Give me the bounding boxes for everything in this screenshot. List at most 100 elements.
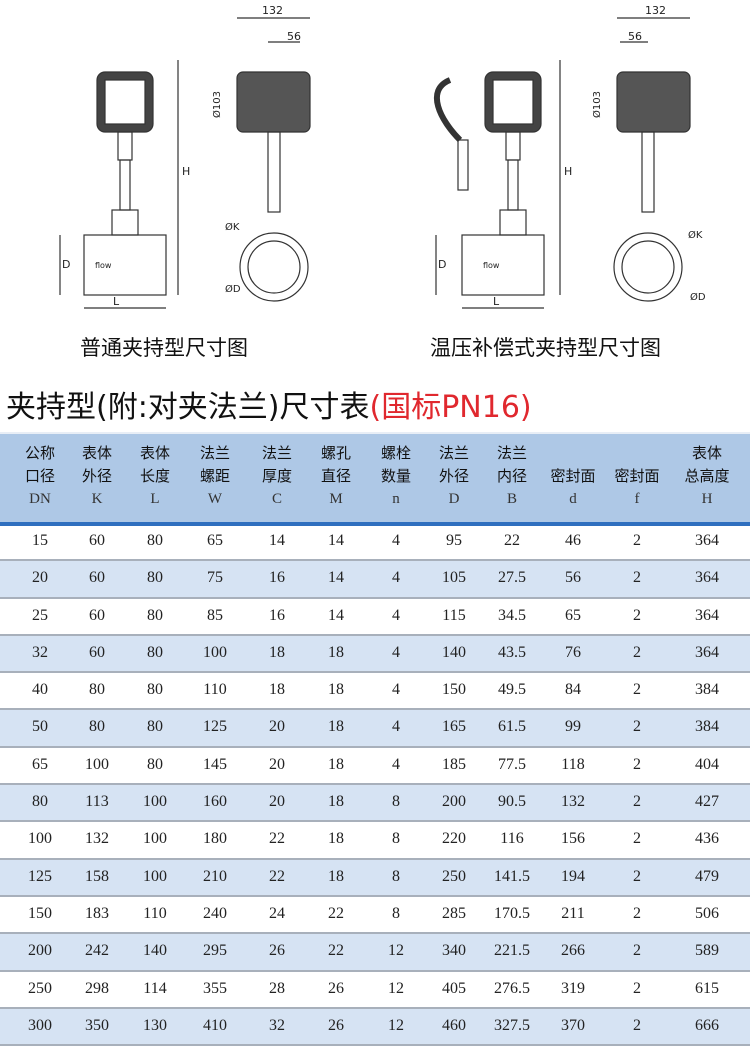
column-header: 表体 长度 L xyxy=(125,442,185,511)
table-cell: 77.5 xyxy=(498,755,526,773)
table-cell: 2 xyxy=(633,755,641,773)
table-cell: 240 xyxy=(203,904,227,922)
flow-label: flow xyxy=(95,261,112,270)
table-cell: 22 xyxy=(504,532,520,549)
table-cell: 364 xyxy=(695,643,719,661)
table-cell: 100 xyxy=(85,755,109,773)
header-code: f xyxy=(634,491,640,507)
column-header: 表体 外径 K xyxy=(67,442,127,511)
table-cell: 22 xyxy=(269,867,285,885)
table-row: 20 60 80 75 16 14 4 105 27.5 56 2 364 xyxy=(0,561,750,599)
table-cell: 60 xyxy=(89,606,105,624)
table-cell: 28 xyxy=(269,979,285,997)
table-cell: 60 xyxy=(89,532,105,549)
table-cell: 43.5 xyxy=(498,643,526,661)
table-cell: 16 xyxy=(269,606,285,624)
header-l1: 公称 xyxy=(24,444,55,462)
column-header: 密封面 f xyxy=(607,442,667,511)
table-cell: 276.5 xyxy=(494,979,530,997)
table-cell: 2 xyxy=(633,681,641,699)
table-cell: 160 xyxy=(203,793,227,811)
table-cell: 319 xyxy=(561,979,585,997)
table-cell: 113 xyxy=(85,793,109,811)
column-header: 螺孔 直径 M xyxy=(306,442,366,511)
table-cell: 210 xyxy=(203,867,227,885)
table-cell: 75 xyxy=(207,569,223,587)
dim-l: L xyxy=(113,295,120,308)
table-cell: 384 xyxy=(695,718,719,736)
table-cell: 200 xyxy=(442,793,466,811)
table-cell: 370 xyxy=(561,1016,585,1034)
table-cell: 22 xyxy=(328,904,344,922)
dim-56: 56 xyxy=(287,30,301,43)
table-cell: 32 xyxy=(269,1016,285,1034)
table-cell: 16 xyxy=(269,569,285,587)
header-code: W xyxy=(207,491,223,507)
table-cell: 95 xyxy=(446,532,462,549)
table-row: 25 60 80 85 16 14 4 115 34.5 65 2 364 xyxy=(0,599,750,636)
header-l1: 螺孔 xyxy=(320,444,351,462)
table-cell: 194 xyxy=(561,867,585,885)
table-row: 150 183 110 240 24 22 8 285 170.5 211 2 506 xyxy=(0,897,750,935)
table-cell: 80 xyxy=(147,606,163,624)
table-cell: 14 xyxy=(328,606,344,624)
header-l1: 法兰 xyxy=(261,444,292,462)
dim-h-2: H xyxy=(564,165,572,178)
header-code: d xyxy=(569,491,577,507)
table-row: 40 80 80 110 18 18 4 150 49.5 84 2 384 xyxy=(0,673,750,711)
table-cell: 80 xyxy=(89,718,105,736)
left-caption: 普通夹持型尺寸图 xyxy=(80,336,248,360)
table-cell: 266 xyxy=(561,942,585,960)
table-cell: 80 xyxy=(32,793,48,811)
table-cell: 115 xyxy=(442,606,466,624)
table-cell: 26 xyxy=(269,942,285,960)
table-cell: 80 xyxy=(147,569,163,587)
header-l1: 法兰 xyxy=(438,444,469,462)
table-cell: 110 xyxy=(143,904,167,922)
table-cell: 60 xyxy=(89,569,105,587)
table-cell: 18 xyxy=(328,681,344,699)
table-cell: 384 xyxy=(695,681,719,699)
table-cell: 185 xyxy=(442,755,466,773)
table-row: 300 350 130 410 32 26 12 460 327.5 370 2 666 xyxy=(0,1008,750,1046)
table-cell: 14 xyxy=(328,532,344,549)
table-row: 65 100 80 145 20 18 4 185 77.5 118 2 404 xyxy=(0,748,750,786)
standard-front-view: D flow L H xyxy=(59,60,190,309)
table-cell: 100 xyxy=(143,867,167,885)
table-cell: 100 xyxy=(203,643,227,661)
table-cell: 14 xyxy=(328,569,344,587)
header-code: D xyxy=(448,491,460,507)
compensated-front-view: D flow L H xyxy=(433,60,572,309)
column-header: 公称 口径 DN xyxy=(10,442,70,511)
table-cell: 2 xyxy=(633,830,641,848)
column-header: 密封面 d xyxy=(543,442,603,511)
table-cell: 80 xyxy=(147,643,163,661)
table-cell: 132 xyxy=(561,793,585,811)
table-cell: 85 xyxy=(207,606,223,624)
table-body: 15 60 80 65 14 14 4 95 22 46 2 364 20 60 80 75 16 14 4 105 2… xyxy=(0,524,750,1046)
table-cell: 200 xyxy=(28,942,52,960)
header-l2: 直径 xyxy=(320,467,351,485)
table-cell: 298 xyxy=(85,979,109,997)
table-cell: 60 xyxy=(89,643,105,661)
dimension-drawings: D flow L H 132 56 Ø103 ØK ØD xyxy=(59,4,706,309)
header-l2: 外径 xyxy=(438,467,469,485)
table-cell: 40 xyxy=(32,681,48,699)
column-header: 法兰 内径 B xyxy=(482,442,542,511)
table-cell: 18 xyxy=(328,793,344,811)
table-cell: 20 xyxy=(32,569,48,587)
table-cell: 2 xyxy=(633,606,641,624)
table-cell: 27.5 xyxy=(498,569,526,587)
dim-132-2: 132 xyxy=(645,4,666,17)
table-cell: 4 xyxy=(392,718,400,736)
table-cell: 125 xyxy=(203,718,227,736)
table-cell: 355 xyxy=(203,979,227,997)
table-cell: 56 xyxy=(565,569,581,587)
dim-dd: ØD xyxy=(225,283,241,295)
table-cell: 615 xyxy=(695,979,719,997)
table-cell: 18 xyxy=(269,681,285,699)
column-header: 法兰 螺距 W xyxy=(185,442,245,511)
header-l1: 螺栓 xyxy=(380,444,411,462)
table-cell: 250 xyxy=(442,867,466,885)
